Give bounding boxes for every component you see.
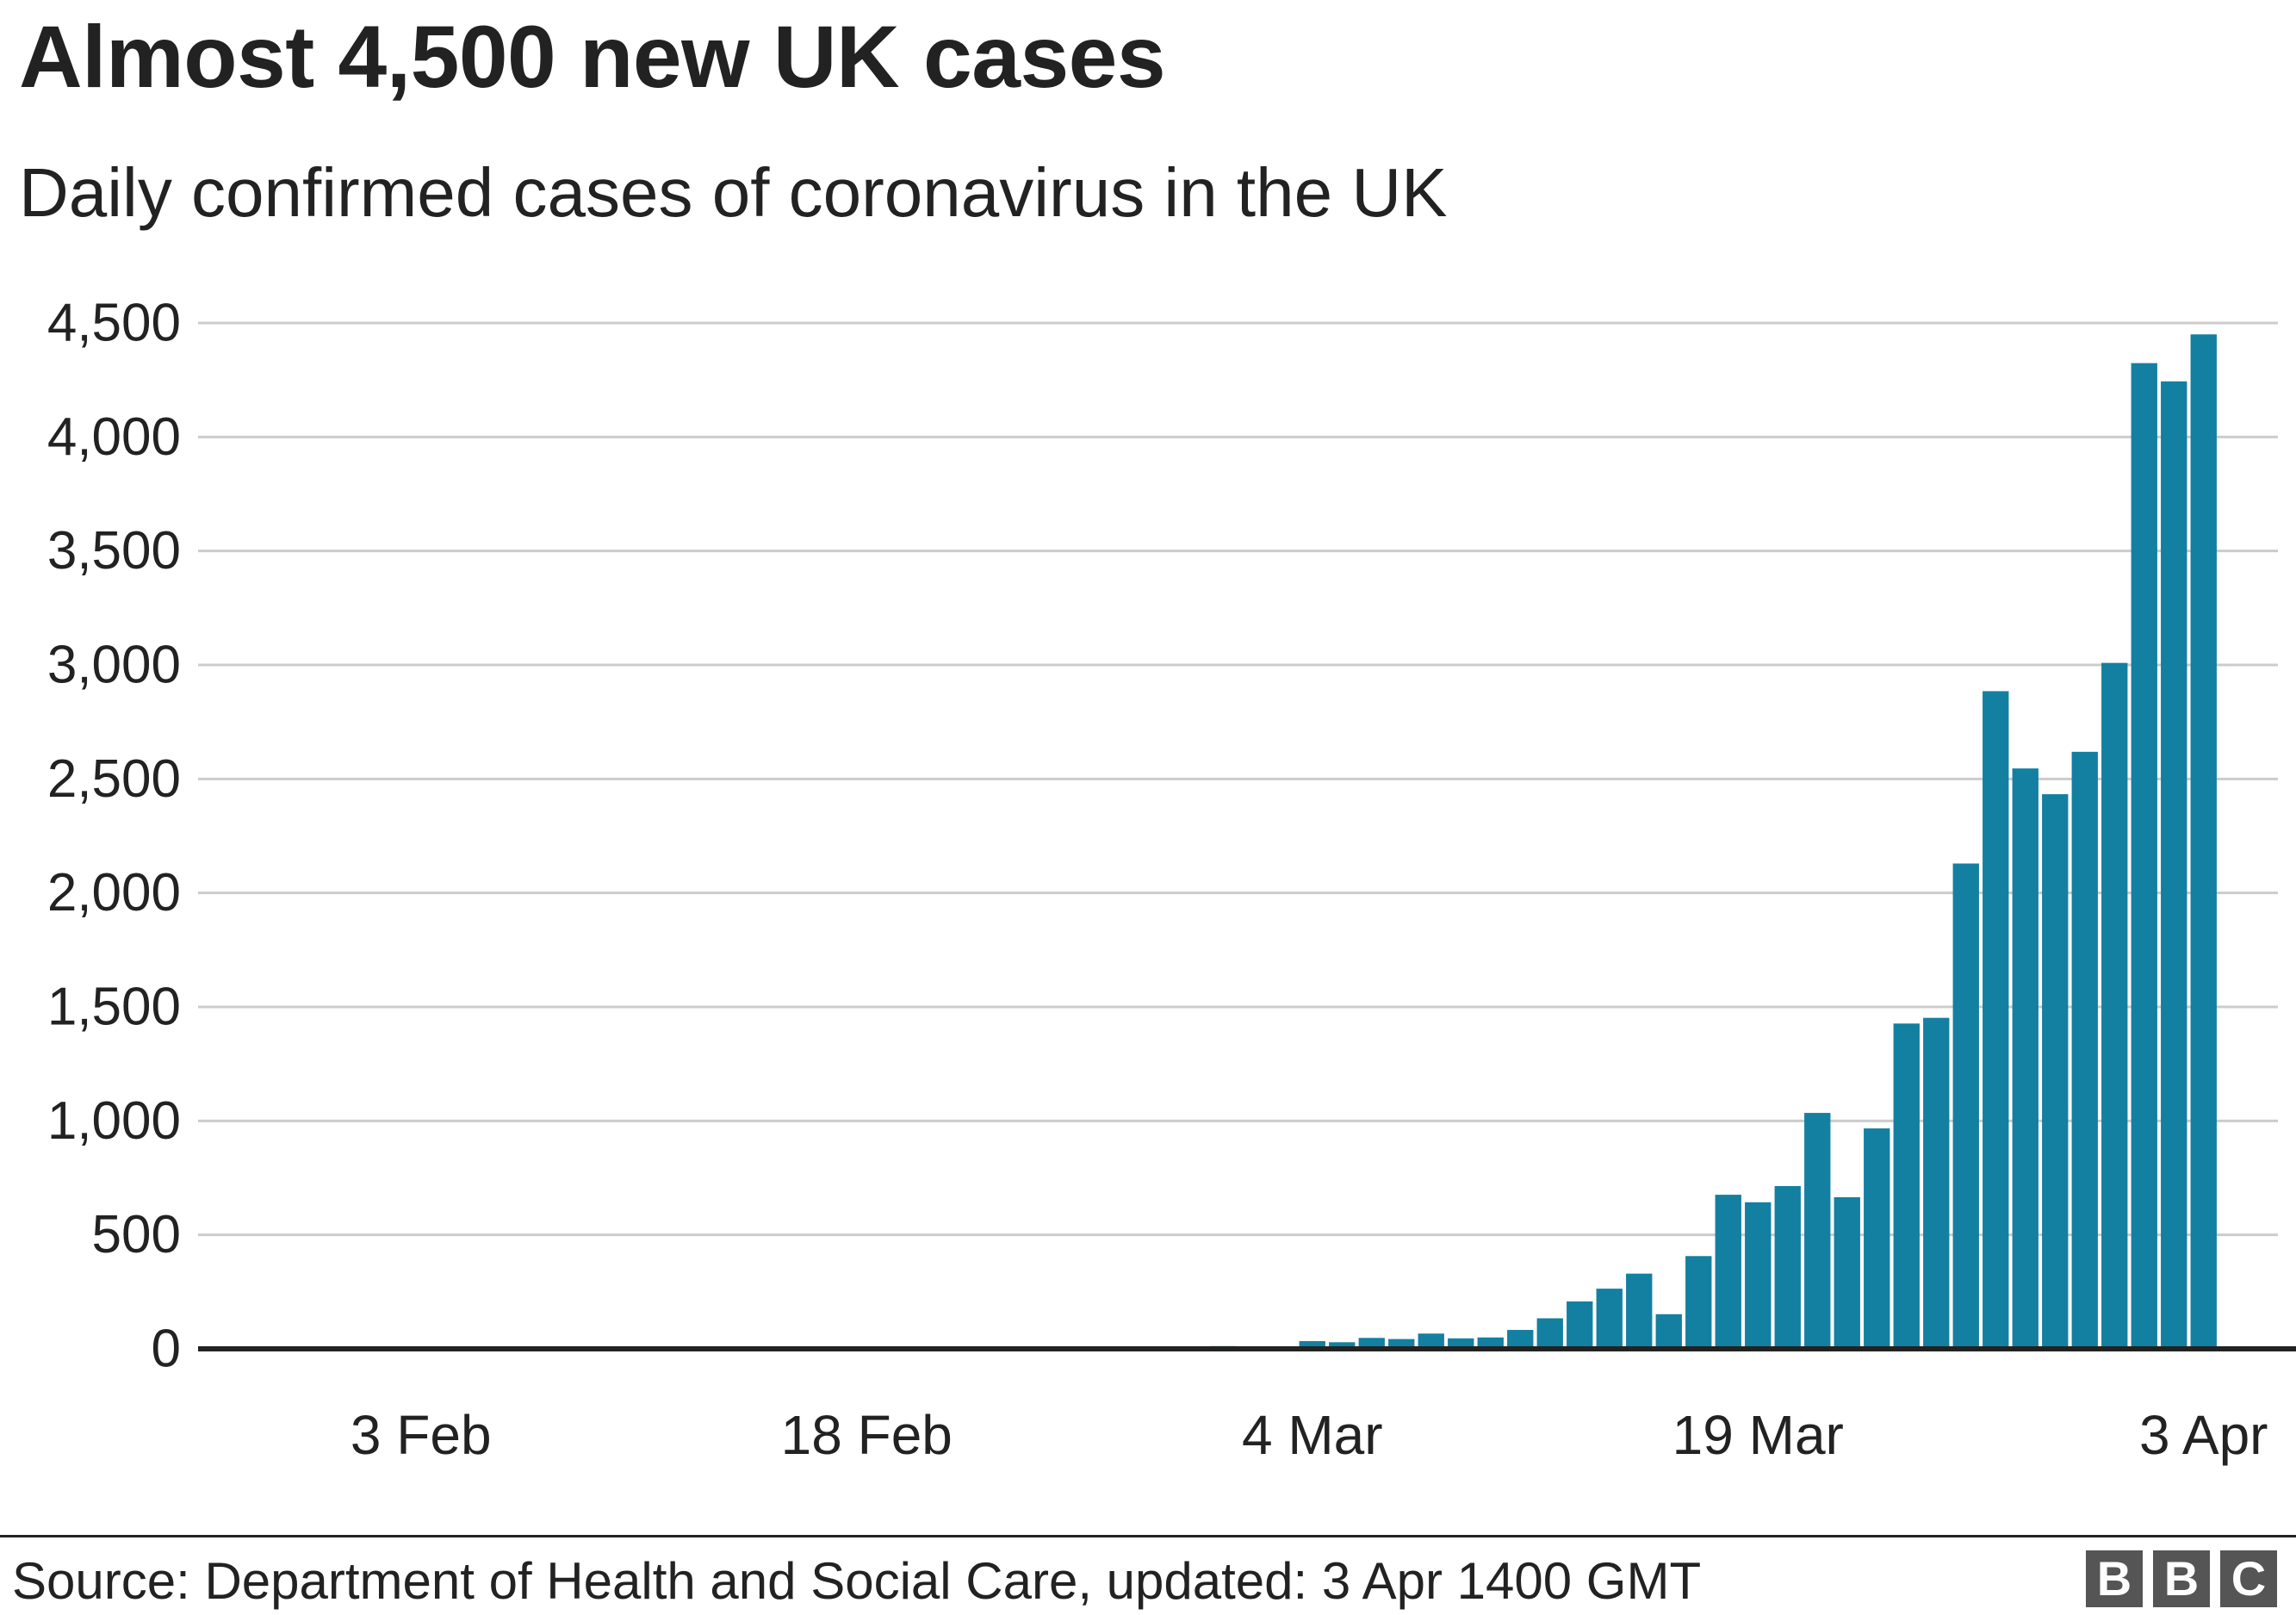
y-axis-tick-labels: 0 500 1,000 1,500 2,000 2,500 3,000 3,500 4,000 4… — [47, 294, 181, 1379]
bar — [1567, 1301, 1593, 1349]
y-tick-label: 2,500 — [47, 749, 181, 809]
bar — [1715, 1195, 1741, 1349]
bar — [1507, 1330, 1534, 1349]
chart-subtitle: Daily confirmed cases of coronavirus in … — [19, 154, 1448, 231]
footer-divider — [0, 1535, 2296, 1537]
x-axis-tick-labels: 3 Feb 18 Feb 4 Mar 19 Mar 3 Apr — [351, 1404, 2268, 1466]
bbc-logo: B B C — [2086, 1550, 2277, 1607]
y-tick-label: 4,000 — [47, 407, 181, 467]
bar — [1388, 1339, 1415, 1349]
bar — [1983, 691, 2009, 1349]
bar — [2012, 768, 2038, 1349]
bar — [1952, 863, 1979, 1349]
chart-title: Almost 4,500 new UK cases — [19, 8, 1166, 106]
y-tick-label: 2,000 — [47, 863, 181, 922]
bbc-logo-letter: B — [2153, 1550, 2210, 1607]
gridlines — [198, 321, 2278, 1237]
bar — [1477, 1337, 1504, 1349]
bar — [1299, 1341, 1325, 1349]
x-tick-label: 4 Mar — [1242, 1404, 1383, 1466]
y-tick-label: 4,500 — [47, 294, 181, 353]
bar-chart: 0 500 1,000 1,500 2,000 2,500 3,000 3,500 4,000 4… — [47, 294, 2296, 1466]
bar — [1864, 1128, 1890, 1349]
bbc-logo-letter: B — [2086, 1550, 2143, 1607]
source-note: Source: Department of Health and Social … — [12, 1552, 1702, 1610]
bar — [1626, 1273, 1653, 1349]
bar — [2042, 794, 2069, 1349]
bar — [1329, 1342, 1356, 1349]
bar — [2161, 381, 2187, 1349]
bars — [1210, 334, 2217, 1350]
y-tick-label: 3,000 — [47, 636, 181, 695]
bar — [1448, 1338, 1474, 1349]
bar — [2101, 662, 2128, 1349]
bar — [1358, 1338, 1385, 1349]
bar — [1834, 1197, 1860, 1349]
bbc-logo-letter: C — [2220, 1550, 2277, 1607]
y-tick-label: 0 — [152, 1320, 181, 1379]
x-tick-label: 3 Apr — [2139, 1404, 2268, 1466]
bar — [1804, 1113, 1831, 1349]
bar — [1893, 1023, 1920, 1349]
bar — [1774, 1186, 1801, 1349]
y-tick-label: 3,500 — [47, 521, 181, 581]
bar — [2190, 334, 2217, 1350]
bar — [1685, 1256, 1712, 1349]
y-tick-label: 1,000 — [47, 1091, 181, 1151]
y-tick-label: 500 — [92, 1205, 181, 1264]
bar — [1923, 1017, 1950, 1349]
x-tick-label: 3 Feb — [351, 1404, 492, 1466]
bar — [1536, 1318, 1563, 1349]
x-tick-label: 19 Mar — [1672, 1404, 1844, 1466]
bar — [2071, 751, 2098, 1349]
y-tick-label: 1,500 — [47, 978, 181, 1037]
bar — [1596, 1289, 1623, 1349]
x-tick-label: 18 Feb — [781, 1404, 953, 1466]
bar — [2131, 363, 2157, 1350]
bar — [1655, 1314, 1682, 1349]
bar — [1745, 1202, 1772, 1349]
bar — [1418, 1333, 1444, 1349]
